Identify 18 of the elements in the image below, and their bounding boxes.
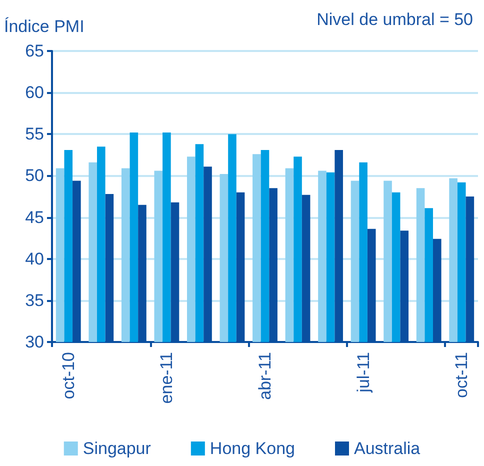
y-tick-label: 30 (25, 332, 44, 352)
y-tick-label: 45 (25, 208, 44, 227)
y-tick-label: 60 (25, 83, 44, 102)
y-tick-label: 50 (25, 166, 44, 186)
legend-label: Singapur (82, 439, 152, 458)
y-tick-label: 65 (25, 42, 44, 60)
text: Nivel de umbral = 50 (316, 10, 474, 29)
legend-label: Hong Kong (210, 439, 295, 458)
x-tick-label: ene-11 (157, 352, 176, 404)
x-tick-label: abr-11 (256, 352, 274, 400)
x-tick-label: oct-11 (452, 352, 472, 398)
x-tick-label: jul-11 (354, 352, 373, 394)
y-axis-title: Índice PMI (4, 17, 84, 36)
y-tick-label: 35 (25, 290, 44, 310)
x-tick-label: oct-10 (58, 352, 78, 400)
legend-label: Australia (354, 439, 421, 458)
y-tick-label: 40 (25, 249, 44, 268)
y-tick-label: 55 (25, 124, 44, 144)
